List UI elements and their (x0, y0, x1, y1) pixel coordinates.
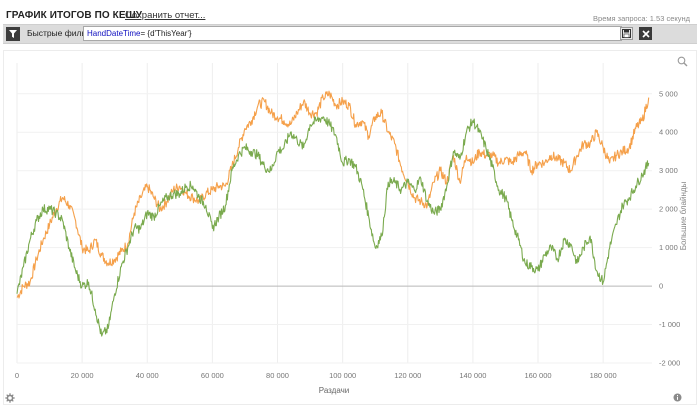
info-icon[interactable] (673, 393, 682, 402)
save-icon (622, 29, 631, 38)
query-time-label: Время запроса: 1.53 секунд (593, 14, 690, 23)
y-tick-label: 3 000 (659, 166, 678, 175)
quick-filter-bar: Быстрые фильтры HandDateTime= {d'ThisYea… (3, 24, 697, 44)
zoom-icon[interactable] (677, 56, 688, 67)
chart-series (16, 90, 650, 337)
x-tick-label: 160 000 (524, 371, 551, 380)
filter-expression: = {d'ThisYear'} (140, 29, 192, 38)
gear-icon[interactable] (5, 393, 15, 403)
close-icon (641, 29, 650, 38)
y-tick-label: 0 (659, 282, 663, 291)
report-header: ГРАФИК ИТОГОВ ПО КЕШУ Сохранить отчет...… (0, 0, 700, 24)
x-tick-label: 20 000 (71, 371, 94, 380)
y-tick-label: 4 000 (659, 128, 678, 137)
x-axis-ticks: 0 20 000 40 000 60 000 80 000 100 000 120 000 1… (15, 371, 617, 380)
quick-filter-input[interactable]: HandDateTime= {d'ThisYear'} (83, 26, 622, 41)
x-axis-label: Раздачи (319, 386, 350, 395)
y-tick-label: -2 000 (659, 359, 680, 368)
clear-filter-button[interactable] (639, 27, 652, 40)
y-axis-label: Большие блайнды (679, 181, 688, 250)
x-tick-label: 120 000 (394, 371, 421, 380)
x-tick-label: 140 000 (459, 371, 486, 380)
x-tick-label: 40 000 (136, 371, 159, 380)
chart-panel: 0 20 000 40 000 60 000 80 000 100 000 120 000 1… (3, 50, 697, 405)
series-line-1 (16, 116, 650, 337)
y-tick-label: 5 000 (659, 89, 678, 98)
series-line-0 (16, 90, 650, 299)
x-tick-label: 0 (15, 371, 19, 380)
y-tick-label: 2 000 (659, 205, 678, 214)
y-tick-label: -1 000 (659, 320, 680, 329)
save-report-link[interactable]: Сохранить отчет... (125, 10, 206, 21)
y-tick-label: 1 000 (659, 243, 678, 252)
chart-grid (16, 63, 652, 364)
filter-field-name: HandDateTime (87, 29, 141, 38)
quick-filter-label: Быстрые фильтры (27, 28, 83, 38)
x-tick-label: 80 000 (266, 371, 289, 380)
x-tick-label: 180 000 (590, 371, 617, 380)
line-chart[interactable]: 0 20 000 40 000 60 000 80 000 100 000 120 000 1… (4, 51, 696, 404)
x-tick-label: 100 000 (329, 371, 356, 380)
page-title: ГРАФИК ИТОГОВ ПО КЕШУ (6, 10, 143, 21)
x-tick-label: 60 000 (201, 371, 224, 380)
save-filter-button[interactable] (620, 27, 633, 40)
y-axis-ticks: -2 000 -1 000 0 1 000 2 000 3 000 4 000 5 000 (659, 89, 680, 367)
filter-icon[interactable] (6, 27, 20, 41)
